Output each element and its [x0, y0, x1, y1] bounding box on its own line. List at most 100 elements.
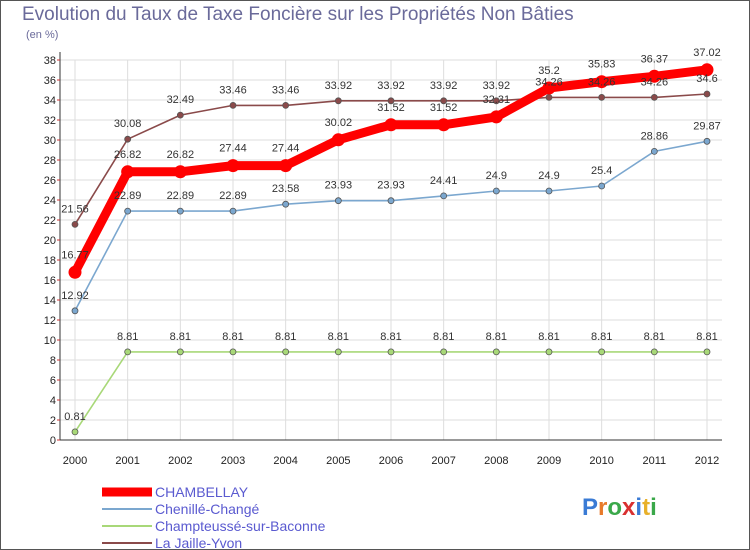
series-point-3 — [650, 94, 658, 101]
data-label: 33.46 — [272, 84, 300, 96]
series-point-3 — [492, 97, 500, 105]
y-tick-label: 30 — [44, 135, 56, 147]
series-point-3 — [229, 102, 237, 109]
series-point-1 — [387, 197, 395, 205]
series-point-3 — [440, 97, 448, 105]
x-tick-label: 2009 — [537, 455, 561, 467]
series-point-0 — [68, 265, 82, 279]
series-point-1 — [334, 197, 342, 205]
series-point-2 — [545, 348, 553, 356]
series-point-1 — [282, 200, 290, 208]
series-point-0 — [173, 165, 187, 179]
data-label: 35.83 — [588, 59, 616, 71]
series-point-0 — [226, 159, 240, 173]
data-label: 8.81 — [222, 331, 243, 343]
data-label: 34.26 — [641, 76, 669, 88]
y-tick-label: 6 — [50, 375, 56, 387]
series-point-0 — [437, 118, 451, 132]
series-point-1 — [650, 147, 658, 155]
y-tick-label: 18 — [44, 255, 56, 267]
series-point-1 — [545, 187, 553, 195]
series-point-2 — [176, 348, 184, 356]
series-point-3 — [598, 94, 606, 101]
series-point-1 — [598, 182, 606, 190]
data-label: 29.87 — [693, 120, 721, 132]
data-label: 24.9 — [486, 170, 507, 182]
data-label: 8.81 — [380, 331, 401, 343]
series-point-1 — [71, 307, 79, 315]
data-label: 26.82 — [167, 149, 195, 161]
chart-title: Evolution du Taux de Taxe Foncière sur l… — [22, 4, 574, 25]
y-tick-label: 2 — [50, 415, 56, 427]
y-tick-label: 10 — [44, 335, 56, 347]
data-label: 8.81 — [696, 331, 717, 343]
series-point-2 — [282, 348, 290, 356]
data-label: 27.44 — [219, 143, 247, 155]
data-label: 33.92 — [483, 80, 511, 92]
series-point-2 — [334, 348, 342, 356]
data-label: 32.49 — [167, 94, 195, 106]
proxiti-logo: Proxiti — [582, 494, 657, 521]
x-tick-label: 2008 — [484, 455, 508, 467]
data-label: 8.81 — [538, 331, 559, 343]
x-tick-label: 2004 — [273, 455, 297, 467]
series-point-1 — [229, 207, 237, 215]
data-label: 31.52 — [430, 102, 458, 114]
data-label: 8.81 — [170, 331, 191, 343]
y-tick-label: 16 — [44, 275, 56, 287]
data-label: 28.86 — [641, 130, 669, 142]
data-label: 33.92 — [430, 80, 458, 92]
y-tick-label: 26 — [44, 175, 56, 187]
data-label: 8.81 — [117, 331, 138, 343]
series-point-0 — [384, 118, 398, 132]
data-label: 8.81 — [591, 331, 612, 343]
y-tick-label: 36 — [44, 75, 56, 87]
x-tick-label: 2012 — [695, 455, 719, 467]
x-tick-label: 2003 — [221, 455, 245, 467]
y-tick-label: 24 — [44, 195, 56, 207]
x-tick-label: 2007 — [431, 455, 455, 467]
y-tick-label: 0 — [50, 435, 56, 447]
data-label: 22.89 — [167, 190, 195, 202]
series-point-0 — [279, 159, 293, 173]
series-point-0 — [595, 75, 609, 89]
data-label: 22.89 — [219, 190, 247, 202]
data-label: 23.93 — [377, 180, 405, 192]
x-tick-label: 2010 — [589, 455, 613, 467]
legend-label: Chenillé-Changé — [155, 501, 260, 517]
unit-label: (en %) — [26, 29, 59, 41]
series-point-1 — [703, 137, 711, 145]
data-label: 23.93 — [325, 180, 353, 192]
series-point-0 — [647, 69, 661, 83]
series-point-2 — [124, 348, 132, 356]
x-tick-label: 2000 — [63, 455, 87, 467]
data-label: 27.44 — [272, 143, 300, 155]
data-label: 33.92 — [377, 80, 405, 92]
series-point-0 — [121, 165, 135, 179]
x-tick-label: 2005 — [326, 455, 350, 467]
y-tick-label: 38 — [44, 55, 56, 67]
series-point-3 — [387, 97, 395, 105]
legend-label: Champteussé-sur-Baconne — [155, 518, 326, 534]
data-label: 24.9 — [538, 170, 559, 182]
data-label: 8.81 — [275, 331, 296, 343]
series-point-3 — [71, 220, 79, 228]
series-point-1 — [176, 207, 184, 215]
y-tick-label: 22 — [44, 215, 56, 227]
legend-label: CHAMBELLAY — [155, 484, 249, 500]
data-label: 16.77 — [61, 249, 89, 261]
data-label: 33.92 — [325, 80, 353, 92]
y-tick-label: 20 — [44, 235, 56, 247]
x-tick-label: 2011 — [643, 455, 667, 467]
y-tick-label: 34 — [44, 95, 56, 107]
data-label: 34.26 — [535, 76, 563, 88]
data-label: 32.31 — [483, 94, 511, 106]
series-point-3 — [124, 135, 132, 143]
series-point-2 — [387, 348, 395, 356]
x-tick-label: 2002 — [168, 455, 192, 467]
legend-label: La Jaille-Yvon — [155, 535, 242, 550]
series-point-0 — [700, 63, 714, 77]
svg-text:Proxiti: Proxiti — [582, 494, 657, 521]
